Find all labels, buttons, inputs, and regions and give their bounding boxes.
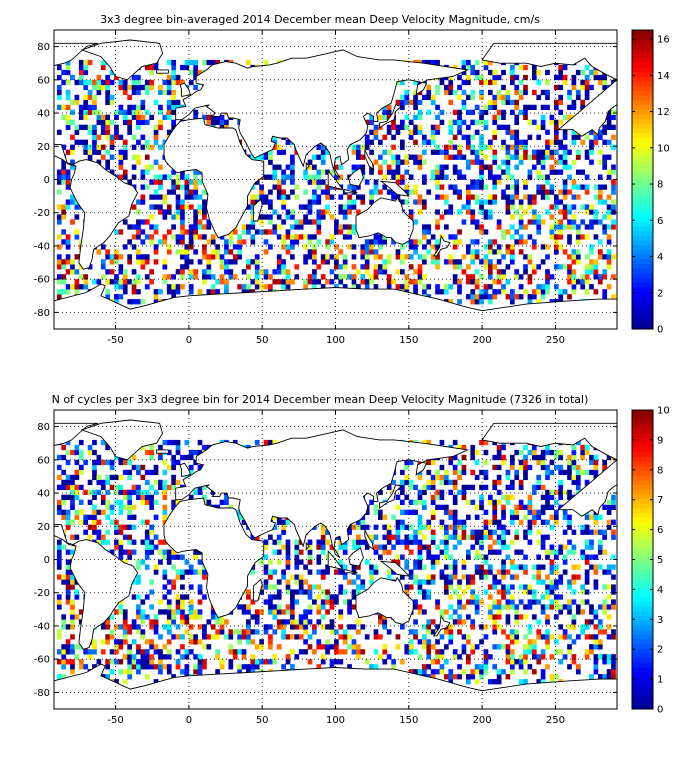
colorbar: 0 2 4 6 8 10 12 14 16 [631, 29, 670, 336]
y-tick-label: 80 [37, 42, 50, 53]
y-tick-label: -40 [34, 241, 50, 252]
x-tick-label: 100 [326, 715, 345, 726]
y-tick-label: -60 [34, 275, 50, 286]
landmass-east-na [481, 42, 617, 137]
bottom-map-title: N of cycles per 3x3 degree bin for 2014 … [51, 393, 589, 406]
colorbar-tick-label: 0 [657, 325, 663, 336]
x-tick-label: -50 [107, 335, 123, 346]
colorbar-tick-label: 14 [657, 71, 670, 82]
colorbar-tick-label: 8 [657, 180, 663, 191]
y-tick-label: 60 [37, 75, 50, 86]
x-tick-label: -50 [107, 715, 123, 726]
landmass-australia [355, 576, 414, 625]
landmass-uk [179, 82, 191, 97]
colorbar-tick-label: 2 [657, 288, 663, 299]
landmass-japan [379, 104, 403, 129]
colorbar-tick-label: 6 [657, 216, 663, 227]
colorbar-tick-label: 9 [657, 435, 663, 446]
landmass-indonesia [327, 170, 344, 191]
landmass-japan [379, 484, 403, 509]
landmass-madagascar [252, 578, 263, 602]
y-tick-label: -80 [34, 688, 50, 699]
landmass-uk [179, 462, 191, 477]
landmass-new-guinea [379, 180, 410, 197]
landmass-borneo [348, 547, 364, 567]
landmass-philippines [364, 149, 375, 171]
x-tick-label: 250 [546, 335, 565, 346]
colorbar-tick-label: 4 [657, 585, 663, 596]
landmass-africa [163, 117, 265, 239]
landmass-new-zealand [432, 234, 451, 257]
y-tick-label: 0 [44, 555, 50, 566]
y-tick-label: -60 [34, 655, 50, 666]
panel-top: 3x3 degree bin-averaged 2014 December me… [34, 13, 670, 346]
landmass-africa [163, 497, 265, 619]
y-tick-label: 0 [44, 175, 50, 186]
y-tick-label: 80 [37, 422, 50, 433]
y-tick-label: 40 [37, 489, 50, 500]
colorbar-tick-label: 0 [657, 705, 663, 716]
landmass-east-na [481, 422, 617, 517]
y-tick-label: 40 [37, 109, 50, 120]
landmass-java [343, 568, 358, 574]
colorbar-tick-label: 3 [657, 615, 663, 626]
colorbar-tick-label: 16 [657, 35, 670, 46]
colorbar-tick-label: 8 [657, 465, 663, 476]
y-tick-label: -20 [34, 588, 50, 599]
landmass-greenland [80, 39, 163, 81]
landmass-sri-lanka [305, 541, 310, 551]
coastline-outlines [54, 419, 617, 709]
x-tick-label: 50 [256, 335, 269, 346]
y-tick-label: 20 [37, 522, 50, 533]
colorbar-tick-label: 12 [657, 107, 670, 118]
bottom-map-figure: -50 0 50 100 150 200 250806040200-20-40-60-800… [34, 406, 670, 727]
landmass-iceland [156, 69, 169, 74]
colorbar-tick-label: 10 [657, 406, 670, 417]
colorbar-tick-label: 4 [657, 252, 663, 263]
landmass-sri-lanka [305, 161, 310, 171]
colorbar-tick-label: 2 [657, 645, 663, 656]
x-tick-label: 250 [546, 715, 565, 726]
landmass-eurasia [175, 49, 470, 179]
x-tick-label: 200 [473, 715, 492, 726]
landmass-eurasia [175, 429, 470, 559]
colorbar-tick-label: 5 [657, 555, 663, 566]
panel-bottom: N of cycles per 3x3 degree bin for 2014 … [0, 380, 696, 760]
colorbar-tick-label: 10 [657, 143, 670, 154]
colorbar-tick-label: 7 [657, 495, 663, 506]
x-tick-label: 150 [399, 335, 418, 346]
colorbar-tick-label: 1 [657, 675, 663, 686]
landmass-australia [355, 196, 414, 245]
x-tick-label: 100 [326, 335, 345, 346]
landmass-madagascar [252, 198, 263, 222]
x-tick-label: 0 [186, 715, 192, 726]
x-tick-label: 150 [399, 715, 418, 726]
y-tick-label: 20 [37, 142, 50, 153]
y-tick-label: 60 [37, 455, 50, 466]
landmass-java [343, 188, 358, 194]
colorbar-tick-label: 6 [657, 525, 663, 536]
landmass-philippines [364, 529, 375, 551]
y-tick-label: -80 [34, 308, 50, 319]
landmass-iceland [156, 449, 169, 454]
top-map-figure: -50 0 50 100 150 200 250806040200-20-40-60-800… [34, 29, 670, 346]
y-tick-label: -20 [34, 208, 50, 219]
landmass-borneo [348, 167, 364, 187]
top-map-title: 3x3 degree bin-averaged 2014 December me… [100, 13, 540, 26]
landmass-new-guinea [379, 560, 410, 577]
landmass-greenland [80, 419, 163, 461]
landmass-indonesia [327, 550, 344, 571]
colorbar: 0 1 2 3 4 5 6 7 8 9 10 [631, 406, 670, 716]
x-tick-label: 200 [473, 335, 492, 346]
x-tick-label: 50 [256, 715, 269, 726]
x-tick-label: 0 [186, 335, 192, 346]
y-tick-label: -40 [34, 621, 50, 632]
landmass-new-zealand [432, 614, 451, 637]
